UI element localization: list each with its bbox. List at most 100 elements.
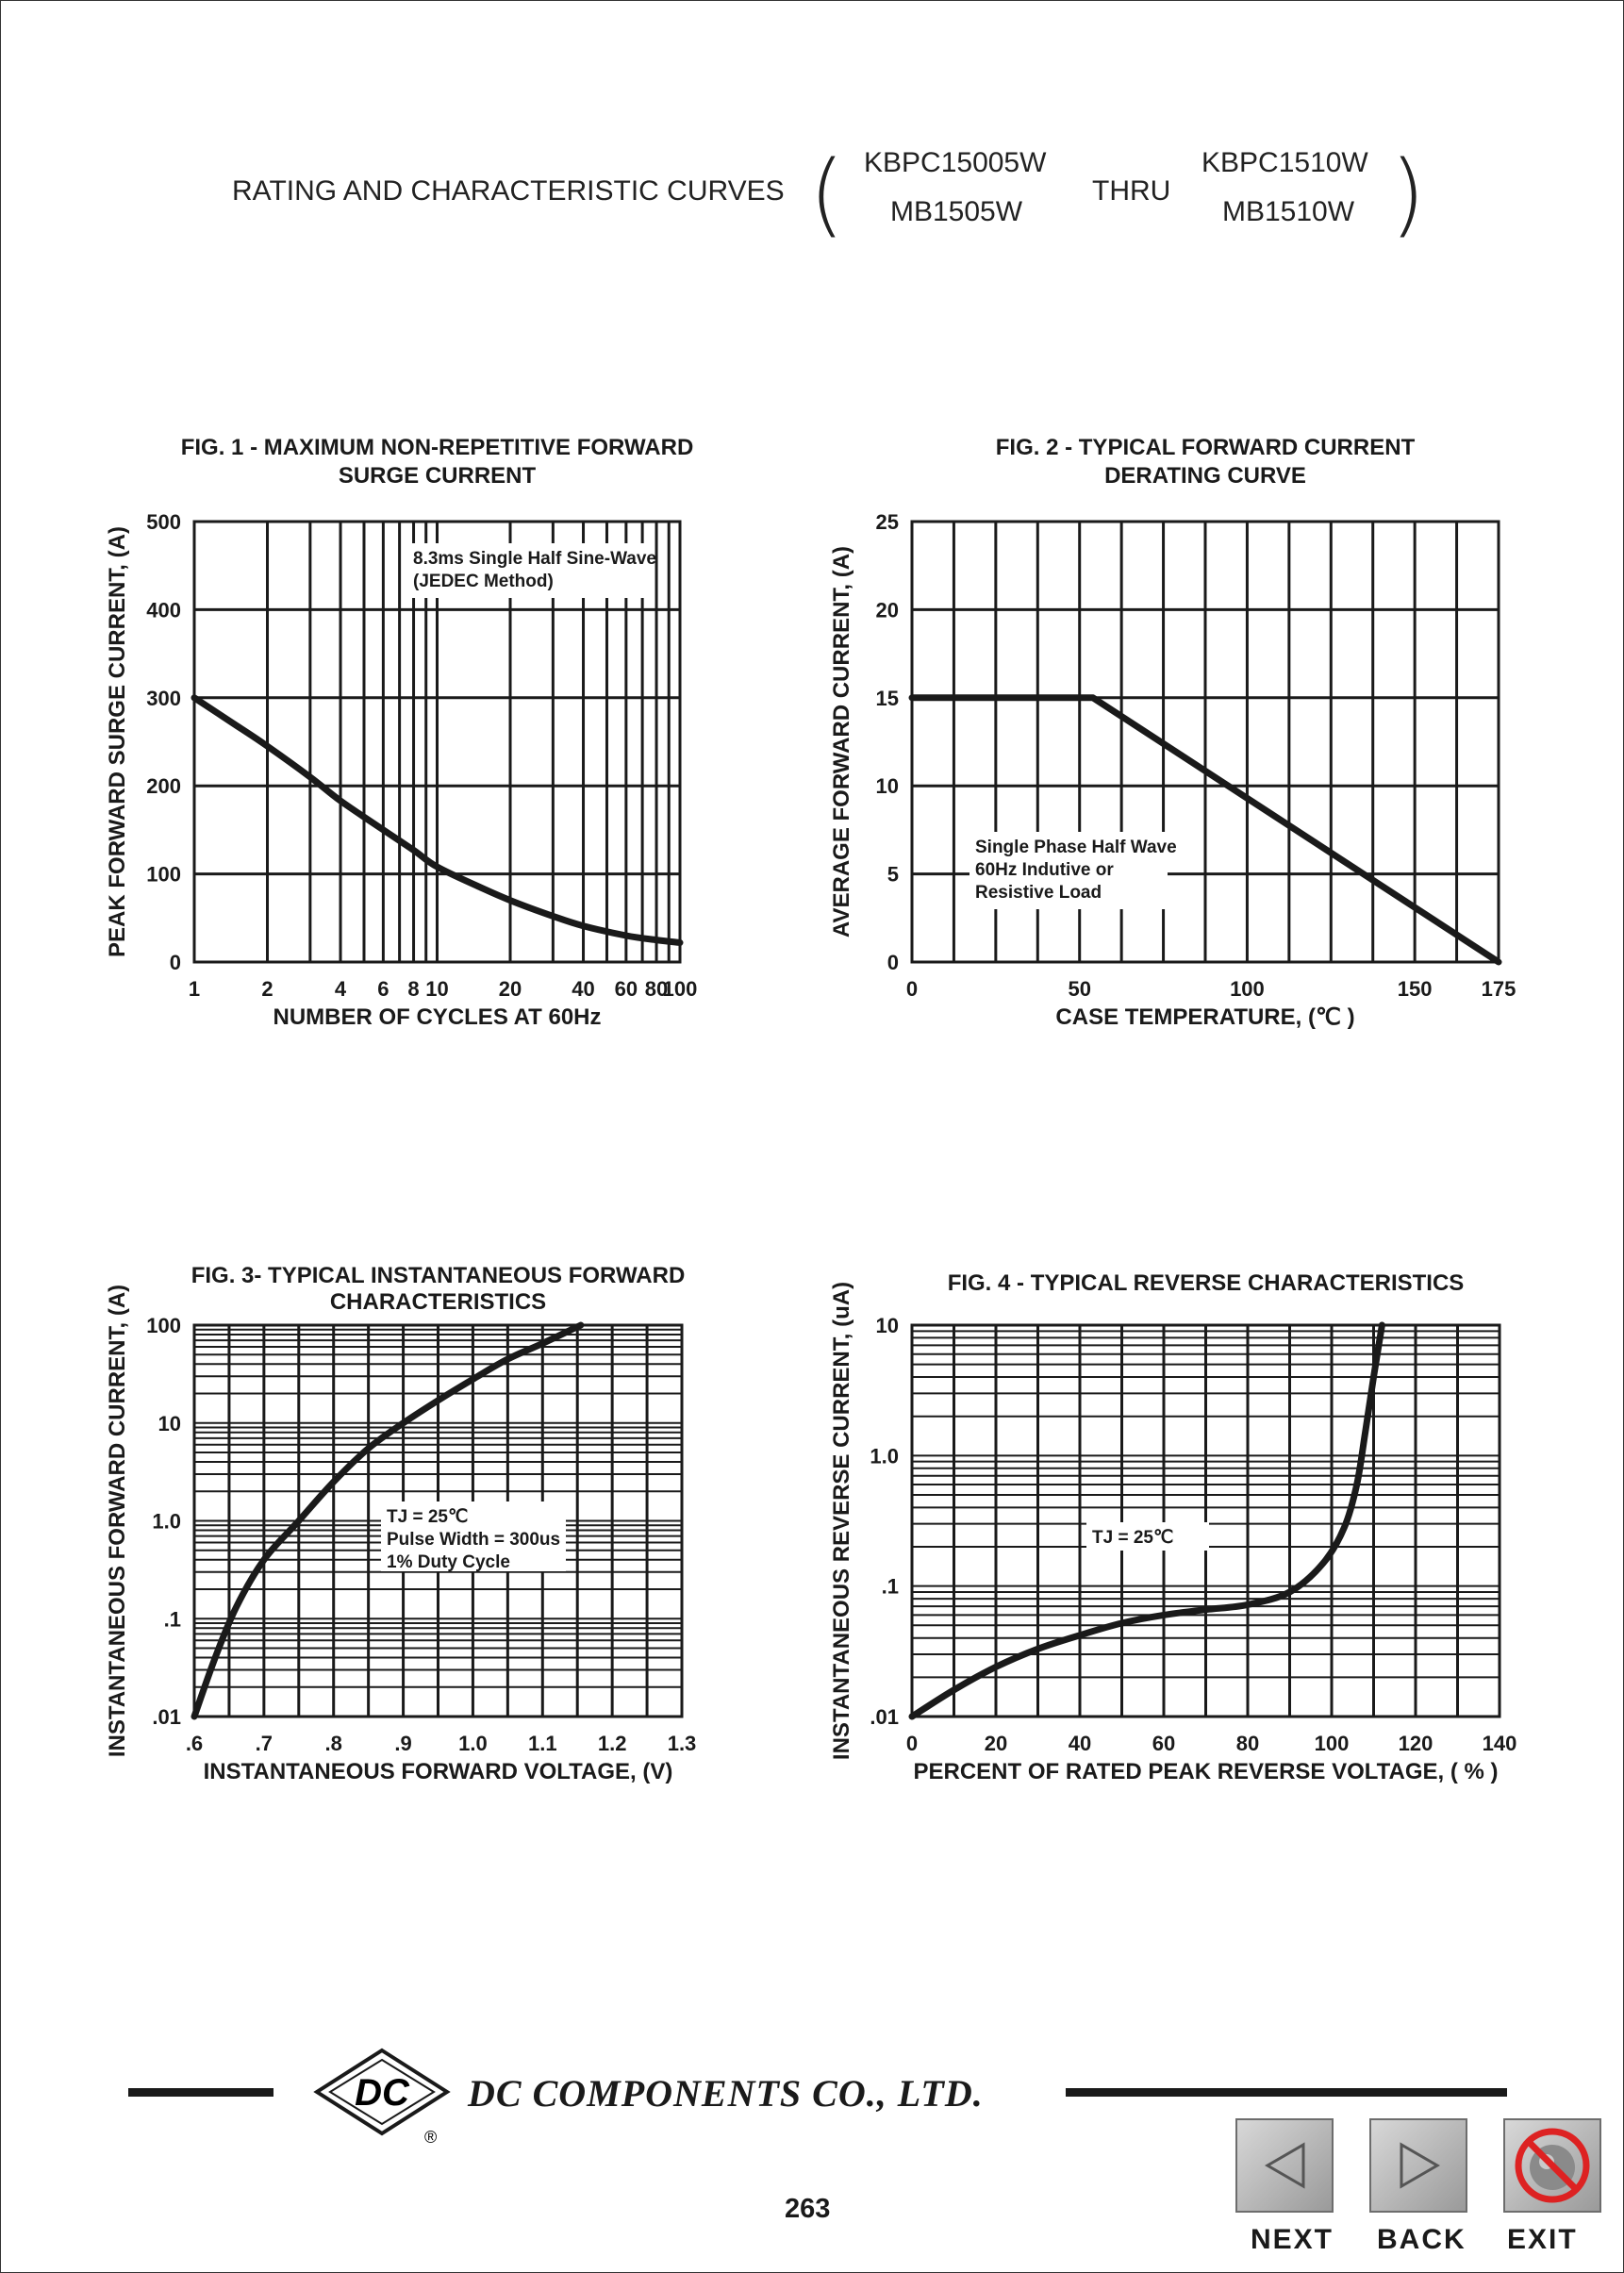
x-tick-label: 50 — [1068, 977, 1090, 1001]
y-tick-label: .1 — [882, 1575, 899, 1599]
y-tick-label: .01 — [152, 1705, 181, 1729]
next-button[interactable] — [1235, 2118, 1334, 2213]
chart-title-line2: CHARACTERISTICS — [330, 1289, 546, 1315]
annotation-text: TJ = 25℃ — [1092, 1528, 1173, 1548]
x-tick-label: 0 — [906, 977, 918, 1001]
x-tick-label: 0 — [906, 1732, 918, 1755]
plot-frame — [910, 1323, 1501, 1718]
y-axis-label: INSTANTANEOUS FORWARD CURRENT, (A) — [105, 1285, 130, 1757]
y-axis-label: AVERAGE FORWARD CURRENT, (A) — [829, 546, 854, 937]
series-line — [908, 1321, 1385, 1720]
x-tick-label: 6 — [377, 977, 389, 1001]
chart-title-line2: DERATING CURVE — [1104, 463, 1306, 489]
x-tick-label: 1.1 — [528, 1732, 557, 1755]
y-tick-label: 200 — [146, 774, 181, 798]
left-triangle-icon — [1265, 2142, 1305, 2189]
next-label: NEXT — [1251, 2224, 1334, 2255]
x-tick-label: 1 — [189, 977, 200, 1001]
x-axis-label: INSTANTANEOUS FORWARD VOLTAGE, (V) — [204, 1759, 673, 1784]
company-name: DC COMPONENTS CO., LTD. — [468, 2072, 984, 2115]
y-tick-label: 15 — [876, 687, 899, 710]
registered-mark: ® — [424, 2128, 437, 2147]
y-tick-label: 100 — [146, 1314, 181, 1337]
y-tick-label: 100 — [146, 863, 181, 887]
x-tick-label: 1.0 — [458, 1732, 488, 1755]
annotation-box — [381, 1502, 566, 1571]
x-axis-label: CASE TEMPERATURE, (℃ ) — [1055, 1004, 1354, 1030]
chart-title: FIG. 4 - TYPICAL REVERSE CHARACTERISTICS — [948, 1270, 1465, 1296]
y-tick-label: 10 — [876, 774, 899, 798]
y-tick-label: 5 — [887, 863, 899, 887]
chart-title-line1: FIG. 1 - MAXIMUM NON-REPETITIVE FORWARD — [181, 435, 694, 460]
x-tick-label: 40 — [572, 977, 594, 1001]
annotation-box — [407, 543, 655, 598]
x-tick-label: 8 — [407, 977, 419, 1001]
x-tick-label: 60 — [615, 977, 638, 1001]
series-line — [191, 694, 684, 946]
x-tick-label: .6 — [186, 1732, 203, 1755]
x-tick-label: 1.3 — [668, 1732, 697, 1755]
plot-frame — [192, 520, 682, 964]
x-tick-label: 80 — [1236, 1732, 1259, 1755]
chart-4: 0 20 40 60 80 100 120 140 .01 .1 1.0 10 FIG. 4 - TYP… — [829, 1270, 1516, 1784]
x-tick-label: 80 — [645, 977, 668, 1001]
x-tick-label: .8 — [325, 1732, 342, 1755]
part-a-bottom: MB1505W — [890, 196, 1023, 227]
x-tick-label: 150 — [1398, 977, 1433, 1001]
part-b-bottom: MB1510W — [1222, 196, 1355, 227]
x-tick-label: 2 — [261, 977, 273, 1001]
back-label: BACK — [1377, 2224, 1467, 2255]
y-tick-label: 400 — [146, 598, 181, 622]
x-axis-label: NUMBER OF CYCLES AT 60Hz — [273, 1004, 601, 1030]
annotation-box — [1086, 1522, 1209, 1551]
chart-3: .6 .7 .8 .9 1.0 1.1 1.2 1.3 .01 .1 1.0 10 100 FIG. 3-… — [105, 1263, 696, 1784]
x-tick-label: 4 — [335, 977, 347, 1001]
series-line — [908, 694, 1502, 966]
x-tick-label: 60 — [1152, 1732, 1175, 1755]
x-axis-label: PERCENT OF RATED PEAK REVERSE VOLTAGE, (… — [913, 1759, 1498, 1784]
part-b-top: KBPC1510W — [1201, 147, 1368, 178]
series-line — [191, 1321, 585, 1720]
y-axis-label: INSTANTANEOUS REVERSE CURRENT, (uA) — [829, 1282, 854, 1760]
x-tick-label: 1.2 — [598, 1732, 627, 1755]
open-paren: ( — [809, 141, 845, 247]
y-tick-label: 10 — [158, 1412, 181, 1435]
back-button[interactable] — [1369, 2118, 1467, 2213]
annotation-text: Single Phase Half Wave — [975, 838, 1177, 857]
annotation-box — [969, 832, 1168, 909]
thru-label: THRU — [1092, 175, 1171, 207]
footer-rule-right — [1066, 2088, 1507, 2097]
plot-frame — [192, 1323, 684, 1718]
x-tick-label: 20 — [985, 1732, 1007, 1755]
x-tick-label: .7 — [256, 1732, 273, 1755]
logo-letters: DC — [355, 2072, 410, 2114]
exit-button[interactable] — [1503, 2118, 1601, 2213]
y-tick-label: 20 — [876, 598, 899, 622]
right-triangle-icon — [1400, 2142, 1440, 2189]
x-tick-label: 20 — [499, 977, 522, 1001]
x-tick-label: 100 — [1230, 977, 1265, 1001]
x-tick-label: 175 — [1482, 977, 1516, 1001]
x-tick-label: 100 — [663, 977, 698, 1001]
annotation-text: (JEDEC Method) — [413, 572, 554, 591]
x-tick-label: 100 — [1315, 1732, 1350, 1755]
y-tick-label: .1 — [164, 1607, 181, 1631]
annotation-text: 1% Duty Cycle — [387, 1552, 510, 1572]
part-a-top: KBPC15005W — [864, 147, 1047, 178]
exit-label: EXIT — [1507, 2224, 1578, 2255]
y-tick-label: 1.0 — [152, 1510, 181, 1534]
y-tick-label: 500 — [146, 510, 181, 534]
annotation-text: Pulse Width = 300us — [387, 1530, 560, 1550]
x-tick-label: 140 — [1483, 1732, 1517, 1755]
chart-title-line1: FIG. 2 - TYPICAL FORWARD CURRENT — [996, 435, 1416, 460]
page-number: 263 — [785, 2194, 831, 2224]
plot-frame — [910, 520, 1500, 964]
annotation-text: 8.3ms Single Half Sine-Wave — [413, 549, 656, 569]
y-tick-label: 0 — [887, 951, 899, 974]
y-tick-label: 300 — [146, 687, 181, 710]
chart-title-line1: FIG. 3- TYPICAL INSTANTANEOUS FORWARD — [191, 1263, 686, 1288]
x-tick-label: 120 — [1399, 1732, 1433, 1755]
y-tick-label: 10 — [876, 1314, 899, 1337]
